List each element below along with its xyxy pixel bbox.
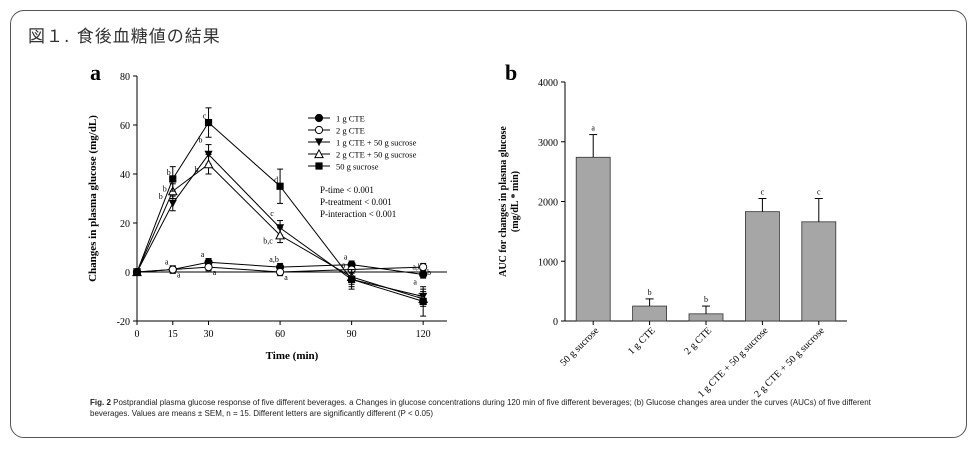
significance-letter-a: b — [427, 268, 431, 277]
data-point-a — [133, 268, 141, 276]
legend-marker-a — [315, 162, 323, 170]
series-line-a — [136, 153, 424, 297]
panel-label-b: b — [505, 60, 517, 85]
series-line-a — [136, 163, 424, 300]
data-point-a — [204, 263, 213, 272]
significance-letter-a: c — [203, 112, 207, 121]
significance-letter-a: b — [195, 165, 199, 174]
series-a: a a a b — [132, 262, 431, 282]
significance-letter-a: b — [199, 135, 203, 144]
bar-b — [801, 221, 837, 322]
bar-b — [745, 211, 780, 322]
x-tick-label-a: 15 — [168, 329, 178, 340]
legend-label-a: 1 g CTE + 50 g sucrose — [336, 138, 417, 148]
significance-letter-b: c — [817, 188, 821, 197]
x-tick-label-a: 60 — [275, 329, 285, 340]
significance-letter-b: a — [591, 124, 595, 133]
data-point-a — [203, 159, 214, 169]
figure-title: 図１. 食後血糖値の結果 — [28, 27, 221, 47]
panel-label-a: a — [90, 60, 101, 85]
y-tick-label-a: 80 — [120, 72, 130, 83]
significance-letter-b: c — [761, 188, 765, 197]
significance-letter-a: a — [165, 258, 169, 267]
data-point-a — [276, 182, 284, 190]
legend-marker-a — [314, 148, 324, 159]
data-point-a — [275, 267, 285, 277]
significance-letter-a: b — [163, 184, 167, 193]
stats-line-a: P-time < 0.001 — [320, 185, 374, 195]
legend-label-a: 2 g CTE — [336, 126, 365, 136]
data-point-a — [348, 275, 356, 283]
significance-letter-a: c — [270, 209, 274, 218]
significance-letter-a: b,c — [263, 236, 273, 245]
series-line-a — [136, 121, 424, 302]
stats-text-a: P-time < 0.001 P-treatment < 0.001 P-inter… — [320, 185, 396, 219]
significance-letter-a: b — [167, 168, 171, 177]
data-point-a — [419, 297, 427, 305]
bar-b — [575, 156, 611, 322]
caption-text: Postprandial plasma glucose response of … — [90, 398, 871, 418]
legend-marker-a — [314, 138, 324, 147]
y-tick-label-b: 2000 — [538, 198, 558, 209]
figure-caption: Fig. 2 Postprandial plasma glucose respo… — [90, 397, 910, 419]
significance-letter-a: a — [213, 268, 217, 277]
y-tick-label-b: 0 — [553, 317, 558, 328]
y-tick-label-a: 40 — [120, 170, 130, 181]
data-point-a — [168, 265, 177, 274]
x-axis-label-a: Time (min) — [266, 350, 319, 362]
significance-letter-a: a — [177, 271, 181, 280]
y-axis-label-b-line1: AUC for changes in plasma glucose — [498, 126, 509, 277]
y-tick-label-a: 20 — [120, 219, 130, 230]
data-point-a — [204, 118, 213, 127]
data-point-a — [168, 199, 177, 208]
category-label-b: 50 g sucrose — [558, 325, 602, 369]
y-tick-label-b: 3000 — [538, 138, 558, 149]
y-tick-label-a: -20 — [117, 317, 130, 328]
significance-letter-a: a — [413, 278, 417, 287]
legend-marker-a — [314, 125, 324, 135]
y-axis-label-a: Changes in plasma glucose (mg/dL) — [87, 115, 99, 282]
significance-letter-a: a — [201, 250, 205, 259]
significance-letter-a: a,b — [269, 255, 279, 264]
y-axis-label-b-line2: (mg/dL * min) — [510, 171, 521, 232]
y-tick-label-b: 4000 — [538, 78, 558, 89]
significance-letter-a: a — [342, 260, 346, 269]
stats-line-a: P-treatment < 0.001 — [320, 197, 392, 207]
data-point-a — [419, 263, 428, 272]
significance-letter-a: d — [274, 175, 278, 184]
x-tick-label-a: 120 — [416, 329, 431, 340]
legend-label-a: 2 g CTE + 50 g sucrose — [336, 150, 417, 160]
significance-letter-b: b — [648, 288, 652, 297]
series-line-a — [136, 266, 424, 273]
significance-letter-b: b — [704, 295, 708, 304]
category-label-b: 2 g CTE — [682, 325, 714, 357]
x-tick-label-a: 30 — [204, 329, 214, 340]
significance-letter-a: a — [344, 253, 348, 262]
y-tick-label-a: 0 — [125, 268, 130, 279]
bar-b — [632, 305, 667, 322]
legend-label-a: 50 g sucrose — [336, 162, 379, 172]
legend-marker-a — [314, 113, 324, 123]
y-tick-label-a: 60 — [120, 121, 130, 132]
series-a: b c d a — [133, 107, 427, 317]
significance-letter-a: a — [284, 273, 288, 282]
caption-label: Fig. 2 — [90, 398, 111, 407]
category-label-b: 1 g CTE — [626, 325, 658, 357]
data-point-a — [275, 230, 286, 240]
significance-letter-a: a — [417, 290, 421, 299]
legend-a: 1 g CTE 2 g CTE 1 g CTE + 50 g sucrose 2 g … — [308, 114, 417, 172]
data-point-a — [169, 175, 177, 183]
x-tick-label-a: 0 — [135, 329, 140, 340]
bar-b — [688, 313, 724, 322]
legend-label-a: 1 g CTE — [336, 114, 365, 124]
significance-letter-a: b — [159, 192, 163, 201]
stats-line-a: P-interaction < 0.001 — [320, 209, 396, 219]
y-tick-label-b: 1000 — [538, 257, 558, 268]
x-tick-label-a: 90 — [347, 329, 357, 340]
